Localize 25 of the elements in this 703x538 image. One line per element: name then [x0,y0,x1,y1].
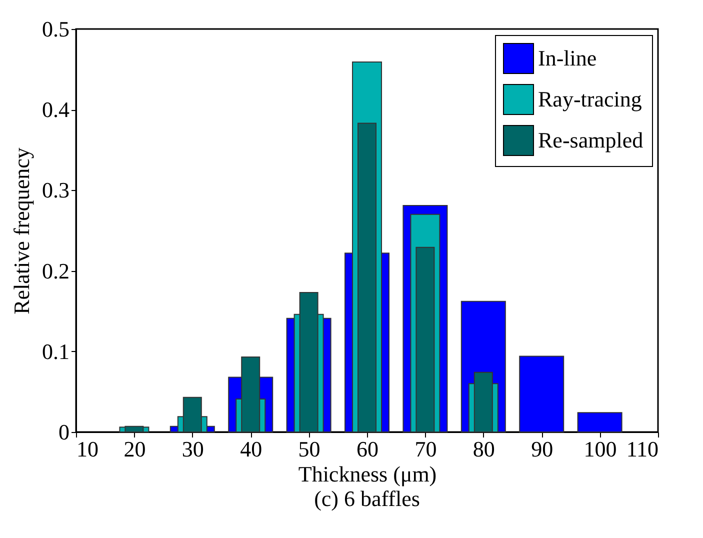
y-tick-label: 0.1 [42,338,70,364]
x-tick-label: 60 [356,436,378,462]
y-tick-label: 0.4 [42,97,70,122]
legend-label: In-line [538,46,597,70]
x-tick-label: 70 [414,436,437,462]
legend-label: Re-sampled [538,128,644,152]
y-tick-label: 0 [58,420,70,444]
x-tick-label: 10 [76,436,98,462]
x-tick-label: 100 [584,436,617,462]
x-axis-title: Thickness (μm) [298,462,437,486]
x-tick-label: 30 [182,436,204,462]
x-tick-label: 40 [240,436,262,462]
x-tick-label: 20 [124,436,146,462]
x-tick-label: 110 [626,436,658,462]
legend-label: Ray-tracing [538,86,642,112]
x-tick-label: 90 [531,436,554,462]
bar [577,412,622,432]
y-axis-title: Relative frequency [9,148,34,314]
bar [519,356,564,432]
y-tick-label: 0.2 [42,258,70,284]
x-tick-label: 50 [298,436,320,462]
y-tick-label: 0.3 [42,178,70,203]
x-tick-label: 80 [472,436,495,462]
y-tick-label: 0.5 [42,16,70,42]
text: (c) 6 baffles [314,486,420,511]
